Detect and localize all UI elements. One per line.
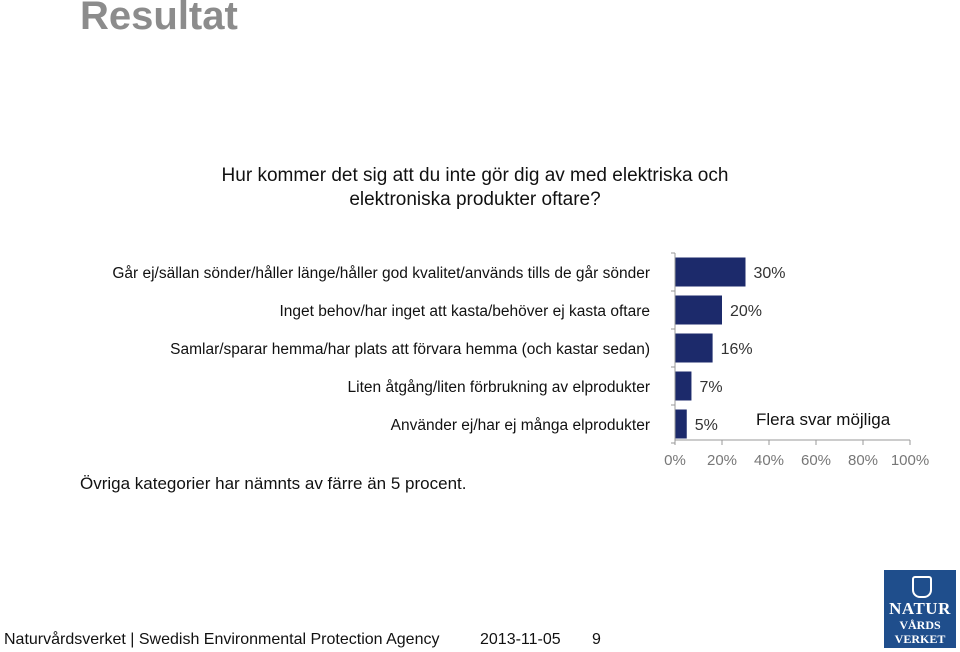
data-label: 7% <box>699 379 722 396</box>
category-label: Liten åtgång/liten förbrukning av elprod… <box>348 379 650 396</box>
axes <box>671 252 911 445</box>
crown-crest-icon <box>912 576 932 598</box>
category-label: Går ej/sällan sönder/håller länge/håller… <box>112 265 650 282</box>
x-tick-label: 60% <box>801 452 831 469</box>
survey-question: Hur kommer det sig att du inte gör dig a… <box>160 164 790 212</box>
data-label: 20% <box>730 303 762 320</box>
bar <box>675 333 713 363</box>
x-tick-label: 100% <box>891 452 929 469</box>
x-tick-labels: 0% 20% 40% 60% 80% 100% <box>664 452 929 469</box>
data-labels: 30% 20% 16% 7% 5% <box>695 265 786 434</box>
data-label: 5% <box>695 417 718 434</box>
page-title: Resultat <box>80 0 238 38</box>
naturvardsverket-logo: NATUR VÅRDS VERKET <box>884 570 956 648</box>
data-label: 16% <box>721 341 753 358</box>
category-label: Samlar/sparar hemma/har plats att förvar… <box>170 341 650 358</box>
footnote: Övriga kategorier har nämnts av färre än… <box>80 474 467 493</box>
question-line-2: elektroniska produkter oftare? <box>349 189 601 210</box>
logo-line-2: VÅRDS <box>899 618 941 632</box>
multiple-answers-note: Flera svar möjliga <box>756 410 891 429</box>
x-tick-label: 0% <box>664 452 686 469</box>
category-label: Använder ej/har ej många elprodukter <box>391 417 650 434</box>
bars <box>675 257 746 439</box>
bar <box>675 409 687 439</box>
x-tick-label: 20% <box>707 452 737 469</box>
category-labels: Går ej/sällan sönder/håller länge/håller… <box>112 265 650 434</box>
footer-date: 2013-11-05 <box>480 631 561 648</box>
footer: Naturvårdsverket | Swedish Environmental… <box>4 631 601 649</box>
bar <box>675 257 746 287</box>
bar <box>675 371 692 401</box>
x-tick-label: 40% <box>754 452 784 469</box>
question-line-1: Hur kommer det sig att du inte gör dig a… <box>221 165 729 186</box>
category-label: Inget behov/har inget att kasta/behöver … <box>279 303 650 320</box>
data-label: 30% <box>754 265 786 282</box>
bar <box>675 295 722 325</box>
logo-line-1: NATUR <box>889 599 951 618</box>
footer-organization: Naturvårdsverket | Swedish Environmental… <box>4 631 440 648</box>
logo-line-3: VERKET <box>894 632 946 646</box>
page-number: 9 <box>592 631 601 648</box>
x-tick-label: 80% <box>848 452 878 469</box>
